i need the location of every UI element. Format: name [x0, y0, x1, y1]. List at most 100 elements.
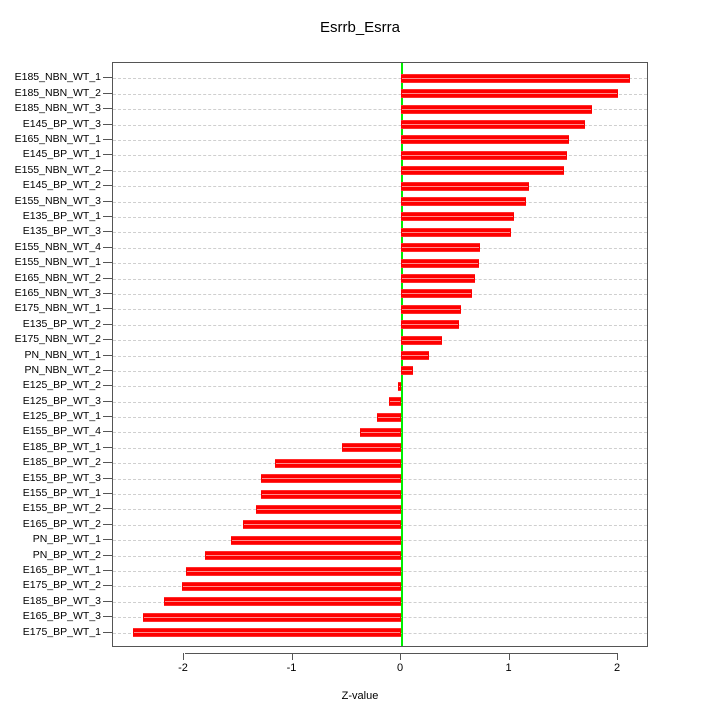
x-axis-tick-label: -2 — [178, 662, 188, 674]
y-axis-tick — [103, 215, 112, 217]
y-axis-tick-label: E135_BP_WT_3 — [22, 225, 101, 238]
gridline — [113, 93, 647, 95]
y-axis-tick-label: E155_BP_WT_4 — [22, 425, 101, 438]
x-axis-tick-label: 0 — [396, 662, 404, 674]
bar — [401, 243, 481, 253]
gridline — [113, 324, 647, 326]
bar — [397, 381, 401, 391]
y-axis-tick — [103, 354, 112, 356]
bar — [401, 104, 592, 114]
y-axis-tick — [103, 493, 112, 495]
y-axis-tick — [103, 92, 112, 94]
gridline — [113, 386, 647, 388]
gridline — [113, 155, 647, 157]
bar — [275, 458, 401, 468]
x-axis-title: Z-value — [341, 690, 379, 702]
x-axis-tick — [291, 653, 293, 660]
bar — [133, 628, 401, 638]
y-axis-tick — [103, 292, 112, 294]
gridline — [113, 78, 647, 80]
y-axis-tick-label: E125_BP_WT_2 — [22, 379, 101, 392]
bar — [401, 89, 618, 99]
x-axis-tick — [508, 653, 510, 660]
y-axis-tick-label: E175_BP_WT_1 — [22, 625, 101, 638]
y-axis-tick — [103, 477, 112, 479]
bar — [401, 289, 472, 299]
x-axis-tick-label: 2 — [613, 662, 621, 674]
y-axis-tick — [103, 77, 112, 79]
y-axis-labels: E185_NBN_WT_1 E185_NBN_WT_2 E185_NBN_WT_3 E… — [0, 62, 101, 647]
plot-inner — [113, 63, 647, 646]
bar — [261, 489, 401, 499]
y-axis-tick-label: E185_BP_WT_3 — [22, 594, 101, 607]
y-axis-tick — [103, 123, 112, 125]
y-axis-tick-label: E155_BP_WT_3 — [22, 471, 101, 484]
gridline — [113, 201, 647, 203]
gridline — [113, 124, 647, 126]
y-axis-tick — [103, 446, 112, 448]
y-axis-tick — [103, 539, 112, 541]
bar — [255, 504, 401, 514]
y-axis-tick — [103, 246, 112, 248]
y-axis-tick-label: E175_NBN_WT_1 — [14, 302, 101, 315]
bar — [401, 351, 430, 360]
gridline — [113, 170, 647, 172]
y-axis-tick — [103, 200, 112, 202]
bar — [142, 612, 401, 622]
bar — [401, 366, 413, 376]
x-axis-tick — [617, 653, 618, 660]
y-axis-tick — [103, 600, 112, 602]
y-axis-tick-label: E155_NBN_WT_3 — [14, 194, 101, 207]
y-axis-tick-label: E155_NBN_WT_1 — [14, 256, 101, 269]
bar — [230, 535, 401, 545]
bar — [401, 335, 443, 345]
bar — [342, 443, 401, 453]
bar — [401, 304, 461, 314]
y-axis-tick — [103, 616, 112, 618]
y-axis-tick-label: E185_BP_WT_2 — [22, 456, 101, 469]
y-axis-tick-label: E125_BP_WT_1 — [22, 410, 101, 423]
y-axis-tick-label: E185_BP_WT_1 — [22, 440, 101, 453]
y-axis-tick — [103, 323, 112, 325]
y-axis-tick — [103, 400, 112, 402]
bar — [389, 397, 401, 407]
y-axis-ticks — [103, 62, 112, 647]
bar — [401, 120, 586, 130]
y-axis-tick-label: PN_NBN_WT_1 — [24, 348, 101, 361]
gridline — [113, 370, 647, 372]
y-axis-tick — [103, 385, 112, 387]
y-axis-tick-label: E125_BP_WT_3 — [22, 394, 101, 407]
y-axis-tick-label: E145_BP_WT_3 — [22, 117, 101, 130]
y-axis-tick-label: E185_NBN_WT_1 — [14, 71, 101, 84]
gridline — [113, 293, 647, 295]
y-axis-tick-label: E185_NBN_WT_3 — [14, 102, 101, 115]
y-axis-tick-label: E165_NBN_WT_3 — [14, 286, 101, 299]
y-axis-tick-label: E155_BP_WT_2 — [22, 502, 101, 515]
y-axis-tick — [103, 462, 112, 464]
y-axis-tick — [103, 185, 112, 187]
y-axis-tick-label: E165_BP_WT_2 — [22, 517, 101, 530]
bar — [377, 412, 401, 422]
bar — [261, 474, 401, 484]
bar — [401, 320, 459, 330]
y-axis-tick — [103, 416, 112, 418]
y-axis-tick-label: E185_NBN_WT_2 — [14, 86, 101, 99]
bar — [181, 581, 401, 591]
y-axis-tick-label: PN_BP_WT_2 — [32, 548, 101, 561]
bar — [401, 150, 567, 160]
y-axis-tick — [103, 554, 112, 556]
y-axis-tick-label: E155_NBN_WT_2 — [14, 163, 101, 176]
y-axis-tick — [103, 570, 112, 572]
x-axis-tick-label: -1 — [286, 662, 297, 674]
gridline — [113, 232, 647, 234]
y-axis-tick-label: E145_BP_WT_2 — [22, 179, 101, 192]
y-axis-tick — [103, 154, 112, 156]
bar — [401, 166, 564, 176]
gridline — [113, 340, 647, 342]
bar — [401, 258, 480, 268]
bar — [401, 135, 570, 145]
bar — [401, 227, 511, 237]
y-axis-tick — [103, 523, 112, 525]
plot-area — [112, 62, 648, 647]
gridline — [113, 263, 647, 265]
